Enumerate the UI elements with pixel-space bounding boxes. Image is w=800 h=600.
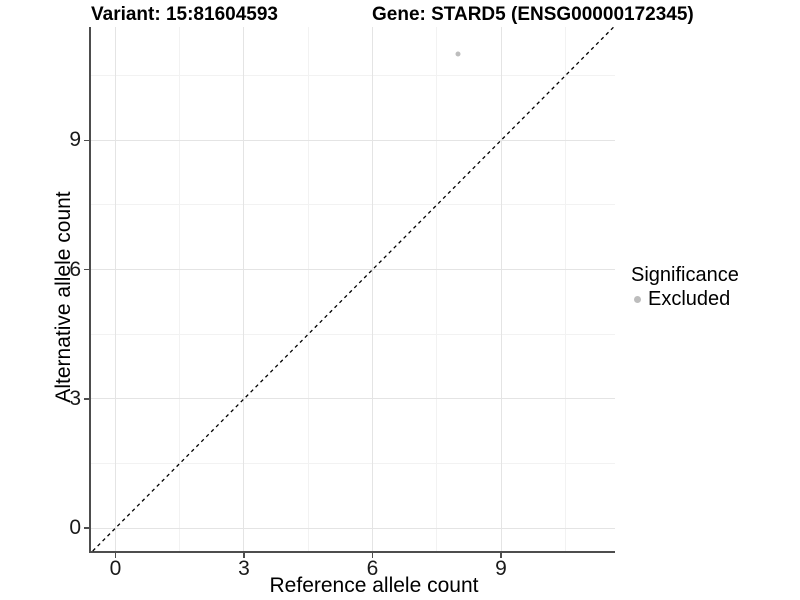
legend: Significance Excluded [631,263,739,311]
grid-line-minor-horizontal [91,463,615,465]
x-axis-tick-mark [500,553,502,558]
grid-line-minor-horizontal [91,333,615,335]
y-axis-tick-mark [84,139,89,142]
grid-line-major-vertical [243,27,245,551]
grid-line-major-vertical [114,27,116,551]
grid-line-minor-horizontal [91,204,615,206]
x-axis-tick-label: 9 [495,557,507,580]
plot-panel: 0 3 6 9 0 3 6 9 [69,26,615,580]
x-axis-tick-mark [114,553,117,558]
y-axis-tick-label: 0 [69,516,81,540]
grid-line-minor-vertical [564,27,566,551]
x-axis-tick-label: 6 [366,557,379,580]
grid-line-major-horizontal [91,139,615,141]
grid-line-major-horizontal [91,527,615,529]
x-axis-title: Reference allele count [269,574,479,597]
plot-title-gene: Gene: STARD5 (ENSG00000172345) [372,4,694,25]
legend-point-icon [634,295,641,303]
x-axis-tick-mark [243,553,245,558]
legend-item-excluded: Excluded [631,287,739,311]
grid-line-major-horizontal [91,398,615,400]
plot-title-variant: Variant: 15:81604593 [91,4,278,25]
y-axis-title: Alternative allele count [52,191,75,403]
x-axis-tick-label: 3 [238,557,250,580]
y-axis-tick-label: 3 [69,386,81,410]
grid-line-minor-vertical [436,27,438,551]
grid-line-major-vertical [500,27,502,551]
grid-line-minor-horizontal [91,75,615,77]
grid-line-major-vertical [371,27,373,551]
y-axis-tick-label: 9 [69,128,81,152]
legend-title: Significance [631,264,739,286]
x-axis-tick-mark [371,553,374,558]
legend-item-label: Excluded [648,288,731,310]
y-axis-tick-label: 6 [69,257,81,281]
grid-line-minor-vertical [307,27,309,551]
x-axis-tick-label: 0 [109,557,122,580]
grid-line-minor-vertical [179,27,181,551]
y-axis-tick-mark [84,398,89,400]
y-axis-tick-mark [84,268,89,271]
y-axis-tick-mark [84,527,89,529]
data-point [455,51,461,57]
grid-line-major-horizontal [91,269,615,271]
identity-reference-line [92,26,615,552]
